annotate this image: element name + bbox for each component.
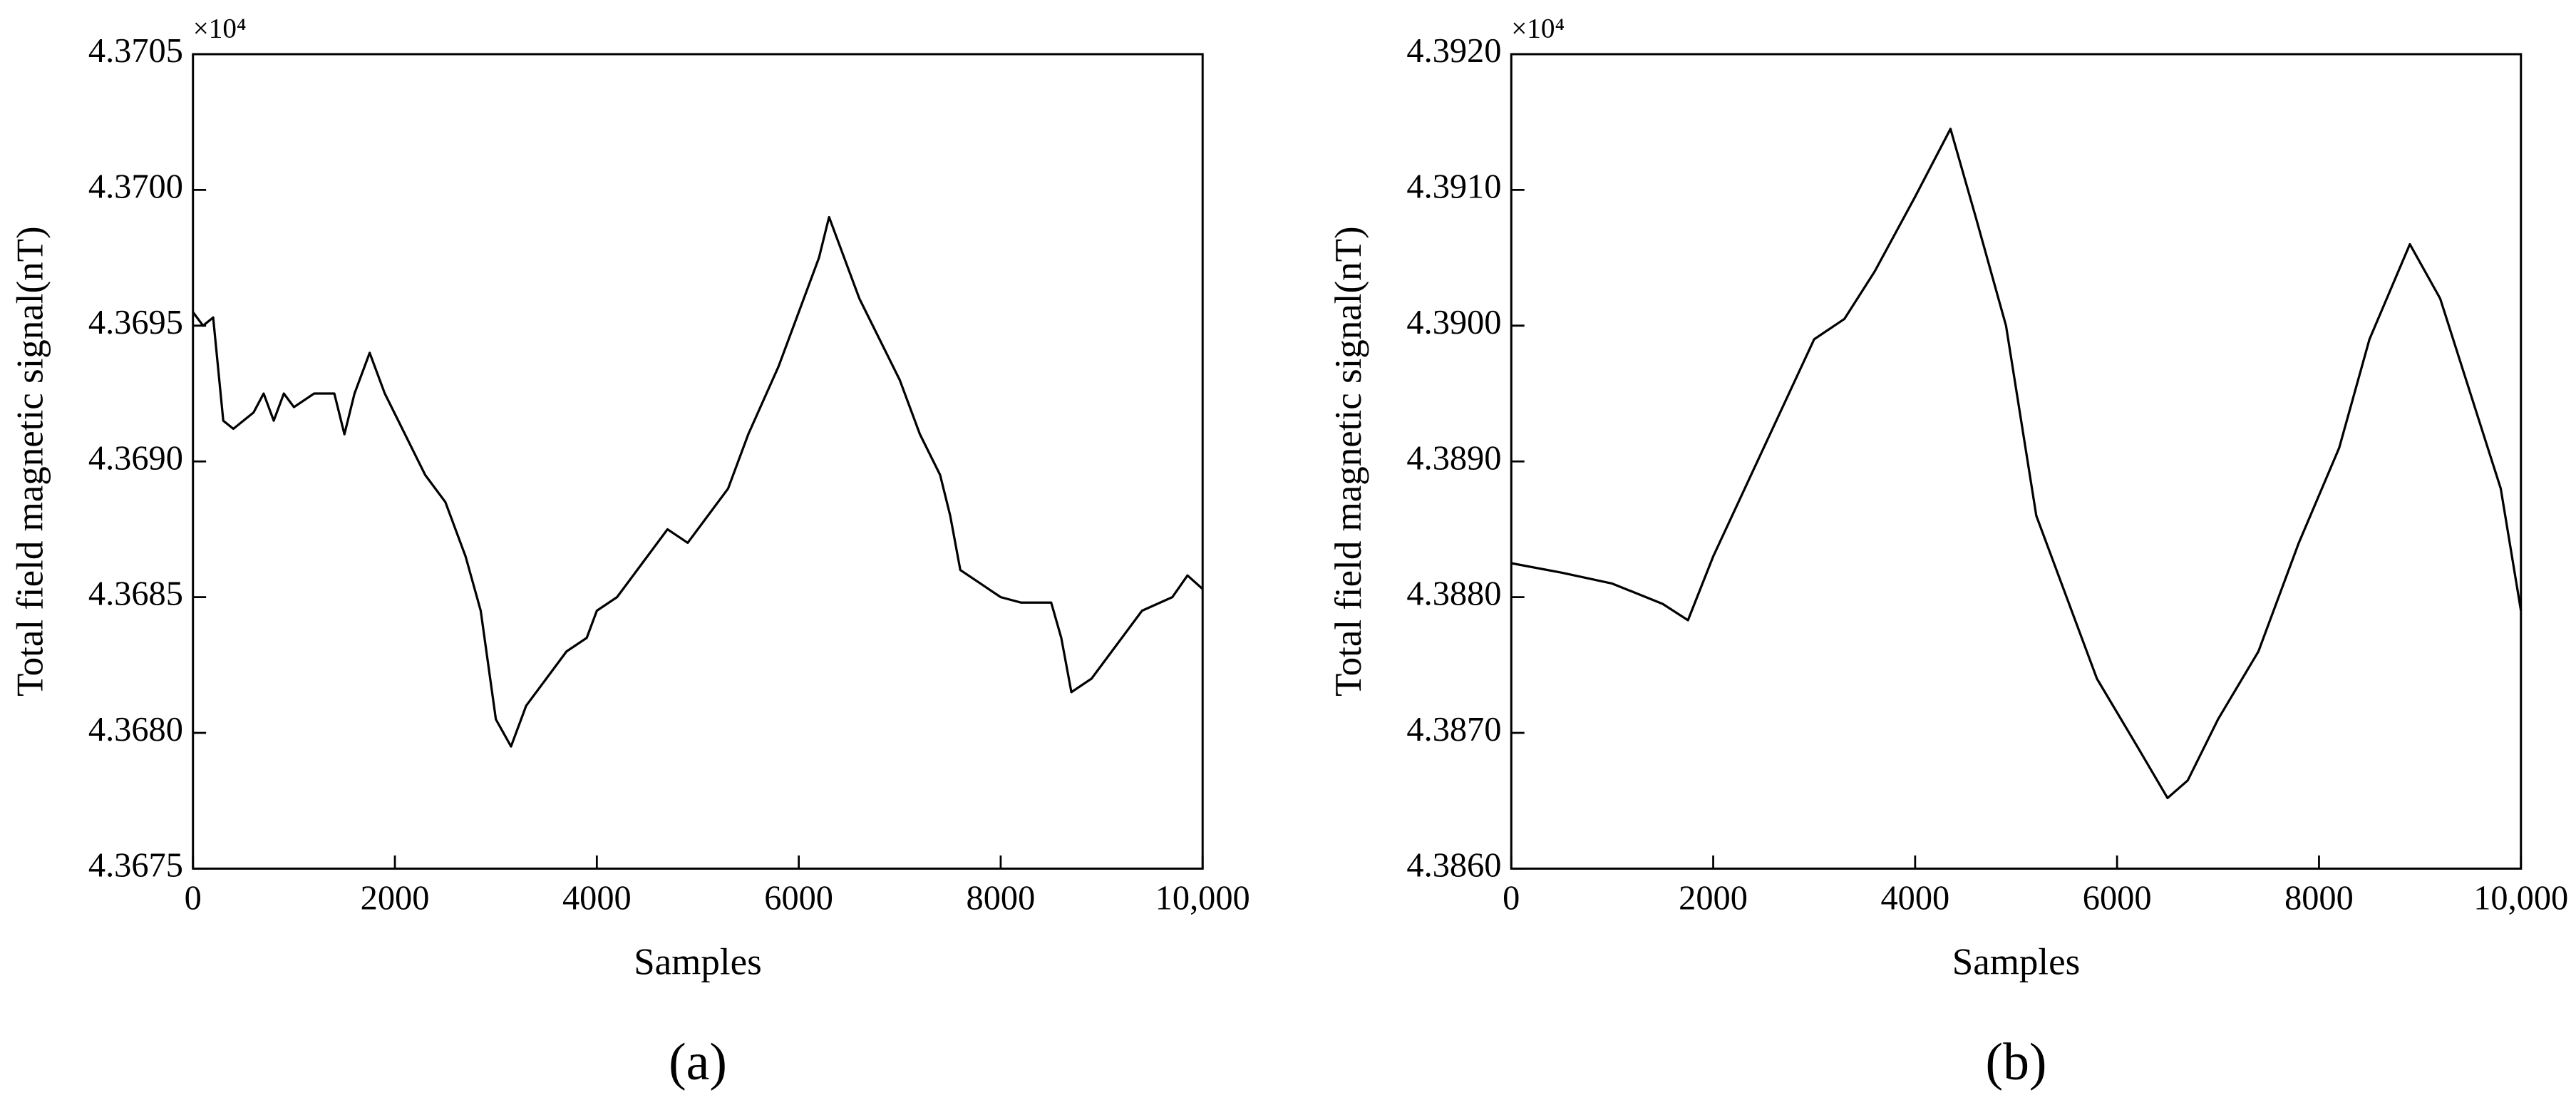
y-tick-label: 4.3890: [1406, 439, 1501, 477]
y-tick-label: 4.3900: [1406, 304, 1501, 341]
y-tick-label: 4.3920: [1406, 32, 1501, 70]
plot-frame: [192, 53, 1204, 870]
x-axis-label: Samples: [1952, 941, 2081, 982]
x-tick-label: 2000: [361, 880, 430, 918]
y-tick-label: 4.3675: [88, 847, 183, 885]
plot-frame: [1510, 53, 2523, 870]
x-tick-label: 10,000: [1155, 880, 1250, 918]
y-tick-label: 4.3870: [1406, 711, 1501, 749]
y-tick-label: 4.3695: [88, 304, 183, 341]
x-tick-label: 4000: [1880, 880, 1949, 918]
x-tick-label: 8000: [2284, 880, 2354, 918]
y-axis-label: Total field magnetic signal(nT): [9, 226, 51, 697]
y-tick-label: 4.3880: [1406, 575, 1501, 613]
y-axis-label: Total field magnetic signal(nT): [1328, 226, 1369, 697]
y-tick-label: 4.3700: [88, 168, 183, 206]
y-tick-label: 4.3705: [88, 32, 183, 70]
x-tick-label: 0: [185, 880, 202, 918]
y-tick-label: 4.3680: [88, 711, 183, 749]
x-tick-label: 6000: [2083, 880, 2152, 918]
y-tick-label: 4.3860: [1406, 847, 1501, 885]
panel-label: (a): [669, 1032, 727, 1091]
data-line: [192, 215, 1204, 748]
y-tick-label: 4.3685: [88, 575, 183, 613]
x-tick-label: 0: [1503, 880, 1520, 918]
axis-multiplier: ×10⁴: [1511, 14, 1565, 44]
panel-label: (b): [1986, 1032, 2047, 1091]
y-tick-label: 4.3910: [1406, 168, 1501, 206]
y-tick-label: 4.3690: [88, 439, 183, 477]
x-tick-label: 10,000: [2473, 880, 2568, 918]
x-axis-label: Samples: [634, 941, 762, 982]
data-line: [1510, 128, 2523, 800]
axis-multiplier: ×10⁴: [193, 14, 247, 44]
x-tick-label: 2000: [1679, 880, 1748, 918]
x-tick-label: 4000: [562, 880, 632, 918]
x-tick-label: 8000: [967, 880, 1036, 918]
x-tick-label: 6000: [764, 880, 833, 918]
